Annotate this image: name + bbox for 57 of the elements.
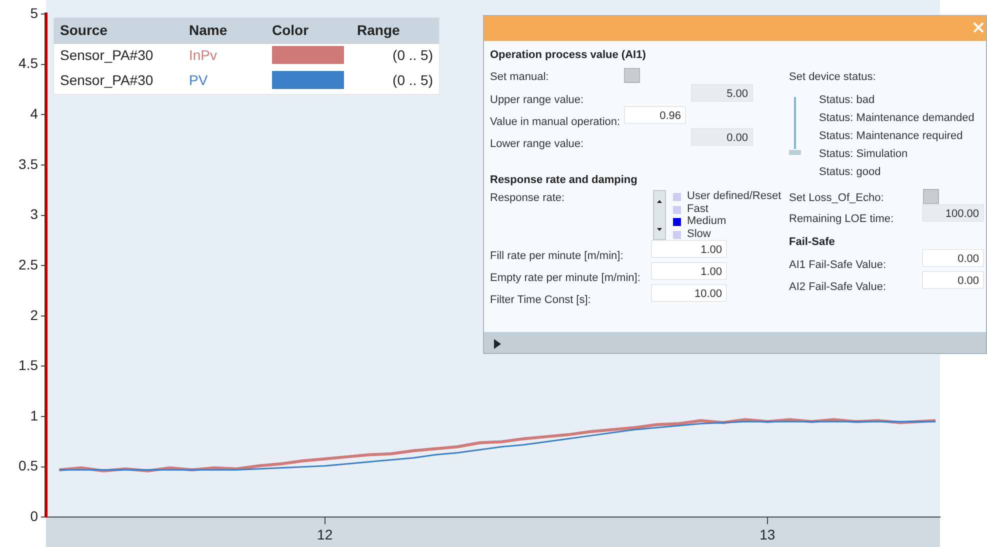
y-tick-label: 3.5	[18, 156, 38, 172]
y-tick-label: 2	[30, 306, 38, 323]
annotation: 1.00	[651, 240, 727, 258]
annotation: Fast	[687, 203, 708, 215]
annotation: Set Loss_Of_Echo:	[789, 192, 884, 204]
x-tick-label: 13	[760, 526, 776, 542]
annotation: Color	[271, 21, 310, 40]
annotation: 0.00	[691, 128, 753, 146]
annotation: 1.00	[651, 262, 727, 280]
text: 0.00	[922, 249, 984, 267]
annotation: Response rate and damping	[490, 174, 638, 186]
annotation: AI1 Fail-Safe Value:	[789, 259, 886, 271]
annotation: Empty rate per minute [m/min]:	[490, 272, 640, 284]
annotation: (0 .. 5)	[392, 71, 434, 90]
y-tick-label: 0	[30, 508, 38, 524]
annotation: Sensor_PA#30	[59, 46, 154, 65]
annotation: Operation process value (AI1)	[490, 49, 646, 61]
annotation: Set manual:	[490, 71, 549, 83]
annotation: (0 .. 5)	[392, 46, 434, 65]
text: 0.00	[922, 271, 984, 289]
annotation: Slow	[687, 228, 711, 240]
annotation: Remaining LOE time:	[789, 213, 894, 225]
annotation: Name	[188, 21, 228, 40]
text: 100.00	[922, 204, 984, 222]
annotation: User defined/Reset	[687, 190, 782, 202]
annotation: Status: Simulation	[819, 148, 908, 160]
text: PV	[188, 71, 209, 90]
annotation: Sensor_PA#30	[59, 71, 154, 90]
annotation: Value in manual operation:	[490, 116, 620, 128]
text: InPv	[188, 46, 218, 65]
y-tick-label: 0.5	[18, 458, 38, 474]
annotation: Medium	[687, 215, 726, 227]
y-tick-label: 1.5	[18, 357, 38, 374]
annotation: Fill rate per minute [m/min]:	[490, 250, 624, 262]
y-tick-label: 1	[30, 407, 38, 424]
annotation: Status: Maintenance demanded	[819, 112, 974, 124]
y-tick-label: 4.5	[18, 55, 38, 72]
annotation: Fail-Safe	[789, 236, 835, 248]
y-tick-label: 3	[30, 206, 38, 222]
annotation: Lower range value:	[490, 138, 584, 150]
annotation: Upper range value:	[490, 94, 584, 106]
annotation: Source	[59, 21, 108, 40]
annotation: 0.96	[624, 106, 686, 124]
annotation: Status: good	[819, 166, 881, 178]
annotation: 5.00	[691, 84, 753, 102]
annotation: Status: Maintenance required	[819, 130, 963, 142]
annotation: Filter Time Const [s]:	[490, 294, 591, 306]
x-tick-label: 12	[317, 526, 333, 542]
annotation: Set device status:	[789, 71, 876, 83]
y-tick-label: 5	[30, 4, 38, 21]
annotation: 10.00	[651, 284, 727, 302]
annotation: Range	[356, 21, 401, 40]
annotation: Response rate:	[490, 192, 565, 204]
annotation: Status: bad	[819, 94, 875, 106]
y-tick-label: 2.5	[18, 256, 38, 272]
annotation: AI2 Fail-Safe Value:	[789, 281, 886, 293]
y-tick-label: 4	[30, 106, 38, 122]
